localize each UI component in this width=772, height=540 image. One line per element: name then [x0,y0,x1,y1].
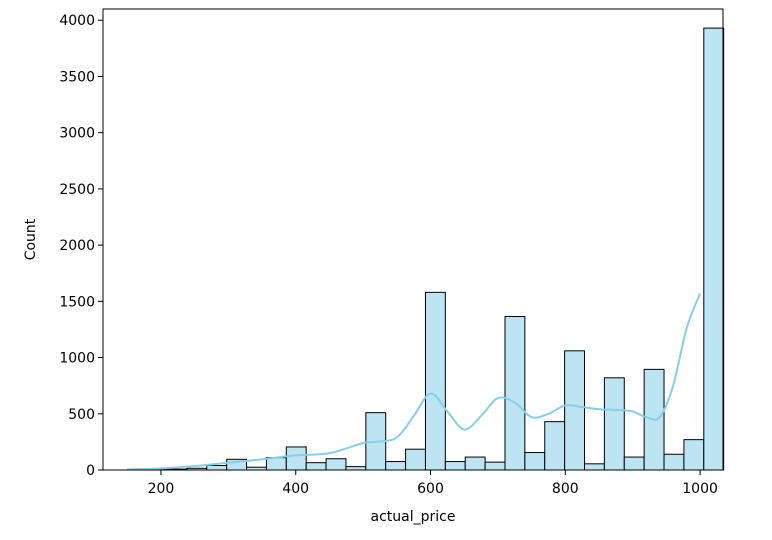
histogram-bar [544,421,566,471]
histogram-bar [623,456,645,471]
x-tick-label: 1000 [682,481,718,497]
histogram-bar [265,457,287,471]
histogram-bar [464,456,486,471]
x-tick-label: 800 [552,481,579,497]
histogram-bar [444,461,466,471]
x-axis-ticks: 200 400 600 800 1000 [148,470,718,497]
histogram-bar [285,446,307,471]
bars-layer [126,27,725,471]
y-tick-label: 2500 [59,182,95,198]
y-tick-label: 0 [86,463,95,479]
kde-layer [127,293,702,471]
plot-frame [102,8,724,471]
kde-curve [127,293,702,471]
y-tick-label: 3000 [59,126,95,142]
y-tick-label: 2000 [59,238,95,254]
y-tick-label: 1000 [59,351,95,367]
histogram-bar [663,453,685,471]
y-axis-ticks: 0 500 1000 1500 2000 2500 3000 3500 4000 [59,13,103,479]
histogram-bar [504,316,526,471]
histogram-bar [405,448,426,471]
histogram-bar [564,350,586,471]
y-tick-label: 1500 [59,294,95,310]
histogram-bar [683,439,705,471]
x-axis-label: actual_price [371,509,456,525]
histogram-bar [584,463,605,471]
histogram-bar [524,452,546,471]
histogram-bar [385,461,407,471]
y-tick-label: 500 [68,407,95,423]
histogram-bar [345,466,367,471]
histogram-bar [703,27,725,471]
histogram-bar [206,465,228,471]
y-tick-label: 3500 [59,69,95,85]
histogram-bar [305,462,327,471]
histogram-bar [424,291,446,471]
y-tick-label: 4000 [59,13,95,29]
histogram-bar [603,377,625,471]
y-axis-label: Count [23,218,39,260]
histogram-bar [484,461,506,471]
x-tick-label: 400 [282,481,309,497]
x-tick-label: 600 [417,481,444,497]
histogram-bar [325,458,347,471]
x-tick-label: 200 [148,481,175,497]
